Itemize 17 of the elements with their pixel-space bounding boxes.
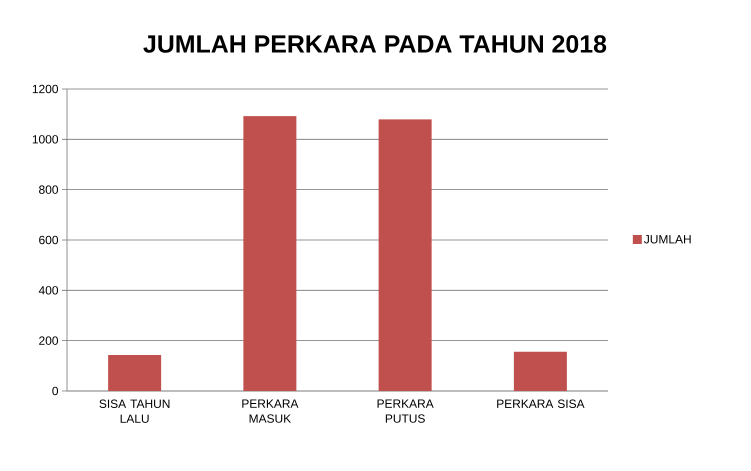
bar <box>243 116 296 391</box>
y-tick-label: 400 <box>38 286 58 295</box>
y-tick-label: 1000 <box>32 135 58 144</box>
bar <box>378 119 432 391</box>
y-tick-label: 800 <box>39 185 58 194</box>
y-tick-label: 600 <box>39 236 58 244</box>
bar <box>108 354 162 391</box>
bar <box>514 352 567 391</box>
chart-title: JUMLAH PERKARA PADA TAHUN 2018 <box>143 35 606 53</box>
x-tick-label: PERKARA SISA <box>497 400 585 408</box>
y-tick-label: 200 <box>39 336 58 345</box>
x-tick-label: SISA TAHUN LALU <box>99 400 170 423</box>
x-tick-label: PERKARA PUTUS <box>378 400 434 423</box>
y-tick-label: 0 <box>52 386 58 396</box>
x-tick-label: PERKARA MASUK <box>242 400 298 423</box>
y-tick-label: 1200 <box>32 84 58 94</box>
legend-label: JUMLAH <box>644 235 691 244</box>
